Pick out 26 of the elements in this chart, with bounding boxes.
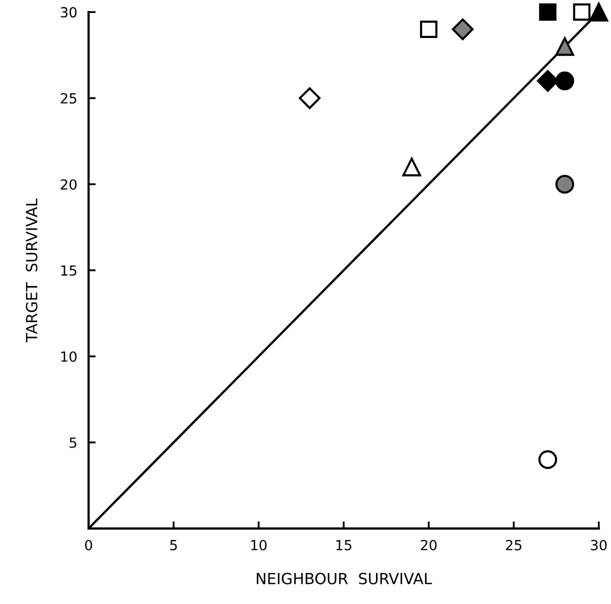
- x-tick-label: 15: [336, 540, 352, 550]
- x-axis-title: NEIGHBOUR SURVIVAL: [256, 572, 432, 584]
- y-axis-title: TARGET SURVIVAL: [26, 198, 38, 342]
- point: [538, 450, 558, 470]
- x-tick-label: 25: [506, 540, 522, 550]
- x-tick-label: 10: [251, 540, 267, 550]
- point: [555, 174, 574, 194]
- y-tick-label: 15: [61, 265, 76, 276]
- y-tick-label: 10: [61, 351, 77, 362]
- point: [420, 20, 438, 38]
- point: [573, 3, 590, 21]
- y-tick-label: 30: [60, 7, 77, 18]
- point: [589, 2, 608, 22]
- y-tick-label: 20: [60, 179, 77, 190]
- point: [298, 87, 321, 110]
- y-tick-label: 25: [60, 93, 76, 104]
- x-tick-label: 20: [420, 540, 437, 550]
- point: [539, 3, 556, 21]
- x-tick-label: 5: [170, 540, 177, 550]
- point: [402, 158, 422, 176]
- y-tick-label: 5: [70, 438, 76, 448]
- x-tick-label: 30: [591, 540, 607, 550]
- point: [452, 18, 474, 40]
- point: [555, 72, 574, 90]
- x-tick-label: 0: [85, 540, 92, 550]
- point: [555, 37, 574, 56]
